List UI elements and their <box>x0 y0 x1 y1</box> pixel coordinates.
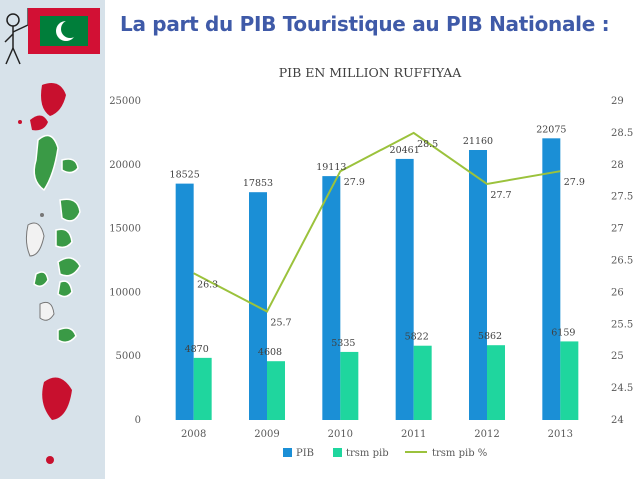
right-tick-label: 27 <box>611 224 624 235</box>
x-tick-label: 2013 <box>548 429 573 440</box>
trsm-pib-value-label: 5822 <box>405 332 429 343</box>
trsm-pib-bar <box>193 357 212 420</box>
maldives-map-illustration <box>4 8 100 464</box>
line-series <box>193 131 561 313</box>
legend-swatch-trsm-pib <box>333 448 342 457</box>
trsm-pib-value-label: 5862 <box>478 331 502 342</box>
legend-label-pib: PIB <box>296 448 314 459</box>
trsm-pib-bar <box>560 341 579 420</box>
left-tick-label: 5000 <box>116 351 141 362</box>
left-tick-label: 25000 <box>109 96 141 107</box>
left-axis: 0 5000 10000 15000 20000 25000 <box>109 96 141 426</box>
right-tick-label: 28 <box>611 160 624 171</box>
pib-value-label: 22075 <box>536 124 566 135</box>
right-tick-label: 29 <box>611 96 624 107</box>
pib-bar <box>175 183 194 420</box>
trsm-pib-bar <box>413 345 432 420</box>
legend-label-trsm-pib-pct: trsm pib % <box>432 448 487 459</box>
pib-value-label: 18525 <box>170 170 200 181</box>
pib-value-label: 20461 <box>390 145 420 156</box>
slide-title: La part du PIB Touristique au PIB Nation… <box>120 12 610 36</box>
right-axis: 24 24.5 25 25.5 26 26.5 27 27.5 28 28.5 29 <box>611 96 633 426</box>
trsm-pib-pct-label: 28.5 <box>417 139 438 150</box>
trsm-pib-pct-label: 27.7 <box>490 190 511 201</box>
trsm-pib-pct-label: 26.3 <box>197 279 218 290</box>
legend-label-trsm-pib: trsm pib <box>346 448 389 459</box>
left-tick-label: 0 <box>135 415 141 426</box>
pib-bar <box>469 149 487 420</box>
chart: PIB EN MILLION RUFFIYAA 0 5000 10000 15000 2… <box>109 65 633 459</box>
x-tick-label: 2011 <box>401 429 426 440</box>
pib-bar <box>395 158 414 420</box>
trsm-pib-value-label: 4870 <box>185 344 209 355</box>
trsm-pib-pct-label: 27.9 <box>564 177 585 188</box>
x-tick-label: 2012 <box>474 429 499 440</box>
left-tick-label: 20000 <box>109 160 141 171</box>
pib-value-label: 21160 <box>463 136 493 147</box>
right-tick-label: 26.5 <box>611 256 633 267</box>
x-tick-label: 2008 <box>181 429 206 440</box>
left-tick-label: 15000 <box>109 224 141 235</box>
trsm-pib-pct-label: 27.9 <box>344 177 365 188</box>
legend: PIB trsm pib trsm pib % <box>283 448 487 459</box>
trsm-pib-bar <box>267 361 285 420</box>
trsm-pib-bar <box>340 351 359 420</box>
pib-value-label: 19113 <box>316 162 346 173</box>
right-tick-label: 28.5 <box>611 128 633 139</box>
right-tick-label: 25 <box>611 351 624 362</box>
decorative-sidebar <box>0 0 105 479</box>
pib-bar <box>322 176 341 420</box>
trsm-pib-pct-label: 25.7 <box>270 318 291 329</box>
trsm-pib-value-label: 5335 <box>331 338 355 349</box>
x-axis: 2008 2009 2010 2011 2012 2013 <box>181 429 573 440</box>
x-tick-label: 2010 <box>328 429 353 440</box>
right-tick-label: 27.5 <box>611 192 633 203</box>
x-tick-label: 2009 <box>254 429 279 440</box>
right-tick-label: 26 <box>611 287 624 298</box>
trsm-pib-value-label: 4608 <box>258 347 282 358</box>
bars <box>175 138 579 420</box>
chart-title: PIB EN MILLION RUFFIYAA <box>279 65 463 80</box>
right-tick-label: 24 <box>611 415 624 426</box>
right-tick-label: 24.5 <box>611 383 633 394</box>
trsm-pib-pct-line <box>193 131 561 313</box>
left-tick-label: 10000 <box>109 287 141 298</box>
atolls-illustration <box>18 82 81 464</box>
maldives-flag-icon <box>27 8 100 54</box>
trsm-pib-value-label: 6159 <box>551 327 575 338</box>
right-tick-label: 25.5 <box>611 319 633 330</box>
stick-figure-icon <box>4 13 29 65</box>
pib-bar <box>542 138 561 420</box>
legend-swatch-pib <box>283 448 292 457</box>
data-labels: 18525 4870 17853 4608 19113 5335 20461 5822 2116… <box>170 124 585 358</box>
trsm-pib-bar <box>487 345 505 420</box>
pib-value-label: 17853 <box>243 178 273 189</box>
